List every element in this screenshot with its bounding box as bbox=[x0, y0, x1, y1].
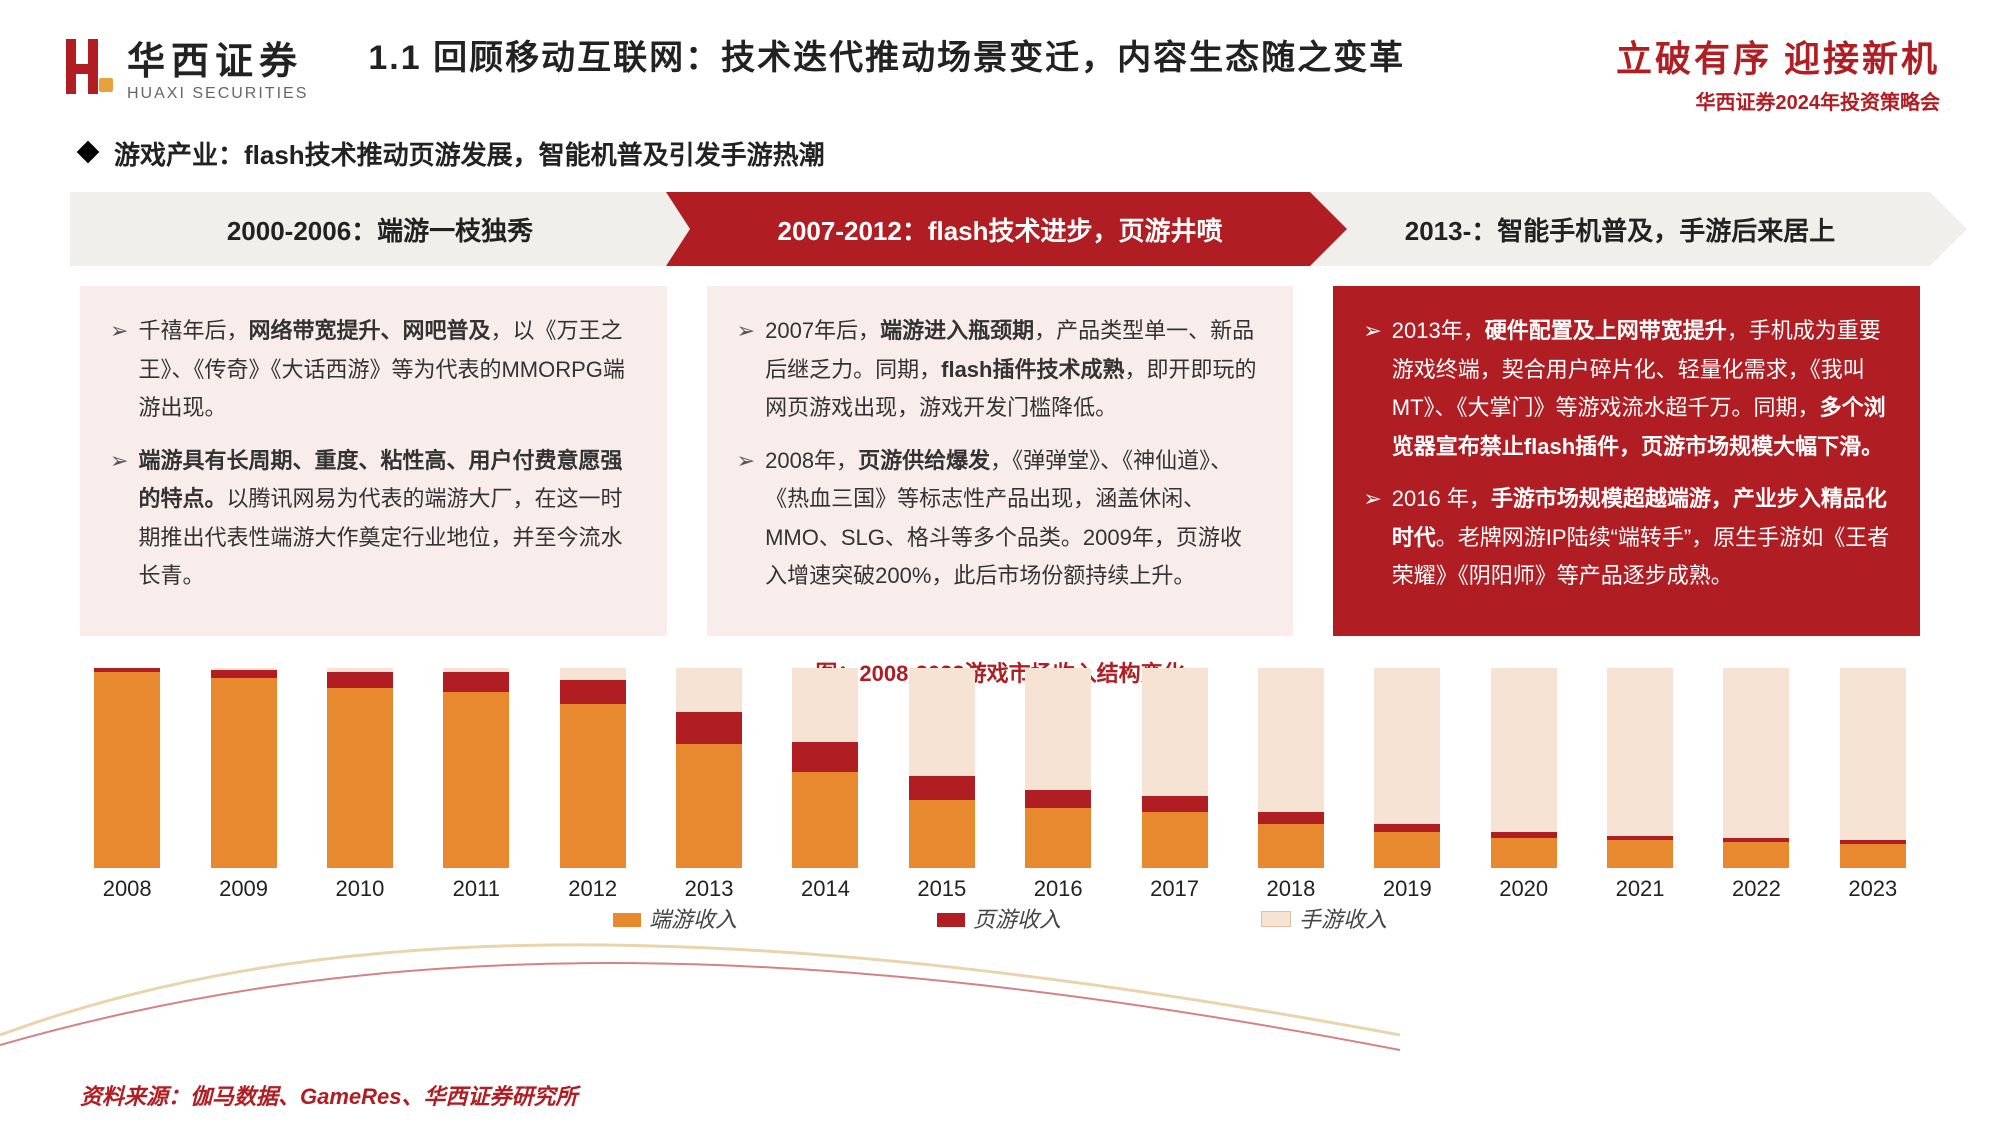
bar-stack bbox=[792, 668, 858, 868]
source-label: 资料来源：伽马数据、GameRes、华西证券研究所 bbox=[80, 1079, 578, 1111]
bar-year-label: 2015 bbox=[917, 876, 966, 902]
logo-mark bbox=[60, 39, 115, 94]
header: 华西证券 HUAXI SECURITIES 1.1 回顾移动互联网：技术迭代推动… bbox=[0, 0, 2000, 125]
calligraphy-slogan: 立破有序 迎接新机 bbox=[1616, 30, 1940, 82]
card-bullet: 2013年，硬件配置及上网带宽提升，手机成为重要游戏终端，契合用户碎片化、轻量化… bbox=[1363, 312, 1890, 466]
subtitle-text: 游戏产业：flash技术推动页游发展，智能机普及引发手游热潮 bbox=[114, 140, 825, 170]
bar-year-label: 2022 bbox=[1732, 876, 1781, 902]
bar-group: 2014 bbox=[778, 668, 872, 902]
bar-group: 2021 bbox=[1593, 668, 1687, 902]
bar-year-label: 2020 bbox=[1499, 876, 1548, 902]
bar-year-label: 2008 bbox=[103, 876, 152, 902]
bar-group: 2020 bbox=[1477, 668, 1571, 902]
bar-stack bbox=[1142, 668, 1208, 868]
bar-stack bbox=[1840, 668, 1906, 868]
bar-group: 2011 bbox=[429, 668, 523, 902]
stacked-bar-chart: 2008 2009 2010 2011 2012 2013 2014 2015 2016 2017… bbox=[80, 696, 1920, 936]
diamond-bullet-icon bbox=[77, 141, 100, 164]
info-card: 2013年，硬件配置及上网带宽提升，手机成为重要游戏终端，契合用户碎片化、轻量化… bbox=[1333, 286, 1920, 636]
logo-text-cn: 华西证券 bbox=[127, 30, 308, 85]
timeline: 2000-2006：端游一枝独秀2007-2012：flash技术进步，页游井喷… bbox=[70, 192, 1930, 266]
bar-group: 2012 bbox=[546, 668, 640, 902]
chart-title: 图：2008-2023游戏市场收入结构变化 bbox=[0, 656, 2000, 688]
bar-year-label: 2009 bbox=[219, 876, 268, 902]
card-bullet: 端游具有长周期、重度、粘性高、用户付费意愿强的特点。以腾讯网易为代表的端游大厂，… bbox=[110, 442, 637, 596]
bar-year-label: 2016 bbox=[1034, 876, 1083, 902]
legend-web: 页游收入 bbox=[937, 902, 1061, 934]
bar-year-label: 2018 bbox=[1266, 876, 1315, 902]
card-bullet: 2016 年，手游市场规模超越端游，产业步入精品化时代。老牌网游IP陆续“端转手… bbox=[1363, 480, 1890, 596]
bar-stack bbox=[1491, 668, 1557, 868]
legend-mob: 手游收入 bbox=[1261, 902, 1387, 934]
bar-stack bbox=[327, 668, 393, 868]
info-card: 千禧年后，网络带宽提升、网吧普及，以《万王之王》、《传奇》《大话西游》等为代表的… bbox=[80, 286, 667, 636]
bar-stack bbox=[94, 668, 160, 868]
card-bullet: 千禧年后，网络带宽提升、网吧普及，以《万王之王》、《传奇》《大话西游》等为代表的… bbox=[110, 312, 637, 428]
bar-stack bbox=[909, 668, 975, 868]
bar-group: 2015 bbox=[895, 668, 989, 902]
bar-stack bbox=[1258, 668, 1324, 868]
conference-label: 华西证券2024年投资策略会 bbox=[1616, 86, 1940, 115]
bar-stack bbox=[211, 668, 277, 868]
legend-pc: 端游收入 bbox=[613, 902, 737, 934]
bar-group: 2019 bbox=[1360, 668, 1454, 902]
bar-year-label: 2021 bbox=[1616, 876, 1665, 902]
bar-year-label: 2011 bbox=[453, 876, 500, 902]
bar-stack bbox=[1374, 668, 1440, 868]
card-bullet: 2008年，页游供给爆发，《弹弹堂》、《神仙道》、《热血三国》等标志性产品出现，… bbox=[737, 442, 1264, 596]
bar-group: 2018 bbox=[1244, 668, 1338, 902]
bar-year-label: 2010 bbox=[335, 876, 384, 902]
timeline-segment: 2013-：智能手机普及，手游后来居上 bbox=[1310, 192, 1930, 266]
logo-text-en: HUAXI SECURITIES bbox=[127, 85, 308, 103]
bar-year-label: 2012 bbox=[568, 876, 617, 902]
bar-stack bbox=[560, 668, 626, 868]
bar-group: 2009 bbox=[196, 668, 290, 902]
main-title: 1.1 回顾移动互联网：技术迭代推动场景变迁，内容生态随之变革 bbox=[368, 30, 1616, 79]
bar-year-label: 2019 bbox=[1383, 876, 1432, 902]
bar-group: 2013 bbox=[662, 668, 756, 902]
bar-stack bbox=[1723, 668, 1789, 868]
bar-year-label: 2017 bbox=[1150, 876, 1199, 902]
logo: 华西证券 HUAXI SECURITIES bbox=[60, 30, 308, 103]
cards-row: 千禧年后，网络带宽提升、网吧普及，以《万王之王》、《传奇》《大话西游》等为代表的… bbox=[80, 286, 1920, 636]
bar-year-label: 2023 bbox=[1848, 876, 1897, 902]
card-bullet: 2007年后，端游进入瓶颈期，产品类型单一、新品后继乏力。同期，flash插件技… bbox=[737, 312, 1264, 428]
timeline-segment: 2000-2006：端游一枝独秀 bbox=[70, 192, 690, 266]
bar-group: 2023 bbox=[1826, 668, 1920, 902]
bar-year-label: 2014 bbox=[801, 876, 850, 902]
info-card: 2007年后，端游进入瓶颈期，产品类型单一、新品后继乏力。同期，flash插件技… bbox=[707, 286, 1294, 636]
bar-group: 2010 bbox=[313, 668, 407, 902]
bar-stack bbox=[443, 668, 509, 868]
chart-legend: 端游收入 页游收入 手游收入 bbox=[80, 902, 1920, 934]
bar-group: 2008 bbox=[80, 668, 174, 902]
timeline-segment: 2007-2012：flash技术进步，页游井喷 bbox=[690, 192, 1310, 266]
bar-stack bbox=[1607, 668, 1673, 868]
bar-stack bbox=[1025, 668, 1091, 868]
bar-year-label: 2013 bbox=[685, 876, 734, 902]
bar-group: 2017 bbox=[1127, 668, 1221, 902]
subtitle-row: 游戏产业：flash技术推动页游发展，智能机普及引发手游热潮 bbox=[0, 125, 2000, 192]
bar-group: 2022 bbox=[1709, 668, 1803, 902]
bar-group: 2016 bbox=[1011, 668, 1105, 902]
bar-stack bbox=[676, 668, 742, 868]
